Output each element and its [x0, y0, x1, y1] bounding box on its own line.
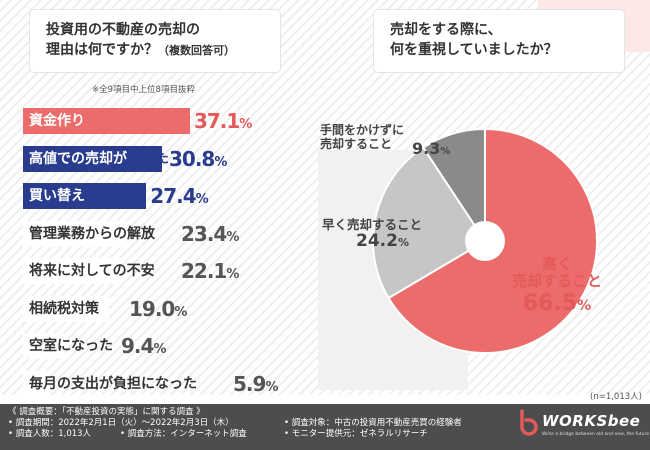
bar — [23, 295, 109, 322]
bar — [23, 370, 50, 397]
pie-category: 早く売却すること — [322, 217, 423, 232]
pie-value: 9.3% — [412, 139, 451, 158]
bar-value: 19.0% — [129, 296, 187, 321]
bar — [23, 183, 147, 209]
chart-note: ※全9項目中上位8項目抜粋 — [92, 85, 195, 95]
survey-target: • 調査対象：中古の投資用不動産売買の経験者 — [284, 418, 462, 428]
logo-tagline: Write a bridge between old and new, the … — [542, 432, 649, 437]
pie-value: 24.2% — [356, 231, 409, 252]
bar — [23, 333, 66, 359]
bar-label: 相続税対策 — [29, 300, 99, 317]
bar-value: 37.1% — [193, 109, 252, 133]
bar-label: 毎月の支出が負担になった — [29, 375, 197, 392]
footer-col-2: • 調査方法：インターネット調査 — [120, 429, 247, 440]
pie-label: 手間をかけずに 売却すること 9.3% — [320, 123, 450, 157]
bar-value: 30.8% — [169, 146, 227, 171]
pie-slice — [421, 127, 486, 245]
survey-period: • 調査期間：2022年2月1日（火）〜2022年2月3日（木） — [8, 418, 234, 428]
pie-category: 手間をかけずに 売却すること — [320, 123, 405, 151]
bar — [23, 220, 129, 247]
bar-label: 空室になった — [29, 338, 113, 354]
logo-icon — [520, 409, 538, 436]
pie-chart — [372, 127, 598, 354]
logo-text: WORKSbee — [542, 412, 641, 430]
bar-value: 5.9% — [233, 371, 278, 396]
bar-label: 資金作り — [29, 113, 85, 129]
bar-value: 22.1% — [181, 259, 239, 283]
pie-hole — [465, 221, 505, 261]
pie-label: 高く 売却すること 66.5% — [512, 255, 603, 316]
question-left-line2: 理由は何ですか？（複数回答可） — [46, 42, 235, 58]
bar — [23, 258, 123, 284]
bar-label: 高値での売却が出来た — [29, 150, 169, 167]
bar — [23, 145, 162, 172]
pie-label: 早く売却すること 24.2% — [322, 217, 423, 252]
question-right-line1: 売却をする際に、 — [390, 22, 502, 38]
survey-count: • 調査人数：1,013人 — [8, 429, 92, 439]
bar-label: 買い替え — [29, 188, 85, 204]
bar — [23, 108, 190, 134]
survey-provider: • モニター提供元：ゼネラルリサーチ — [284, 429, 428, 439]
footer-col-1: 《 調査概要：「不動産投資の実態」に関する調査 》 • 調査期間：2022年2月… — [8, 407, 234, 440]
bar-value: 23.4% — [181, 221, 239, 246]
bar-value: 27.4% — [150, 184, 208, 208]
bar-value: 9.4% — [121, 334, 166, 358]
survey-method: • 調査方法：インターネット調査 — [120, 429, 247, 439]
footer-col-3: • 調査対象：中古の投資用不動産売買の経験者 • モニター提供元：ゼネラルリサー… — [284, 418, 462, 440]
question-left-line1: 投資用の不動産の売却の — [46, 22, 200, 38]
pie-value: 66.5% — [522, 290, 592, 316]
pie-slice — [372, 146, 487, 300]
footer: 《 調査概要：「不動産投資の実態」に関する調査 》 • 調査期間：2022年2月… — [0, 404, 650, 450]
pie-category: 高く 売却すること — [512, 255, 603, 291]
survey-heading: 《 調査概要：「不動産投資の実態」に関する調査 》 — [8, 407, 205, 417]
bar-label: 将来に対しての不安 — [29, 263, 155, 279]
question-right: 売却をする際に、 何を重視していましたか？ — [374, 10, 624, 72]
question-right-line2: 何を重視していましたか？ — [390, 42, 558, 58]
question-left-sub: （複数回答可） — [158, 44, 235, 57]
bar-label: 管理業務からの解放 — [29, 225, 155, 242]
question-left: 投資用の不動産の売却の 理由は何ですか？（複数回答可） — [30, 10, 280, 72]
sample-size: (n=1,013人) — [590, 392, 642, 402]
